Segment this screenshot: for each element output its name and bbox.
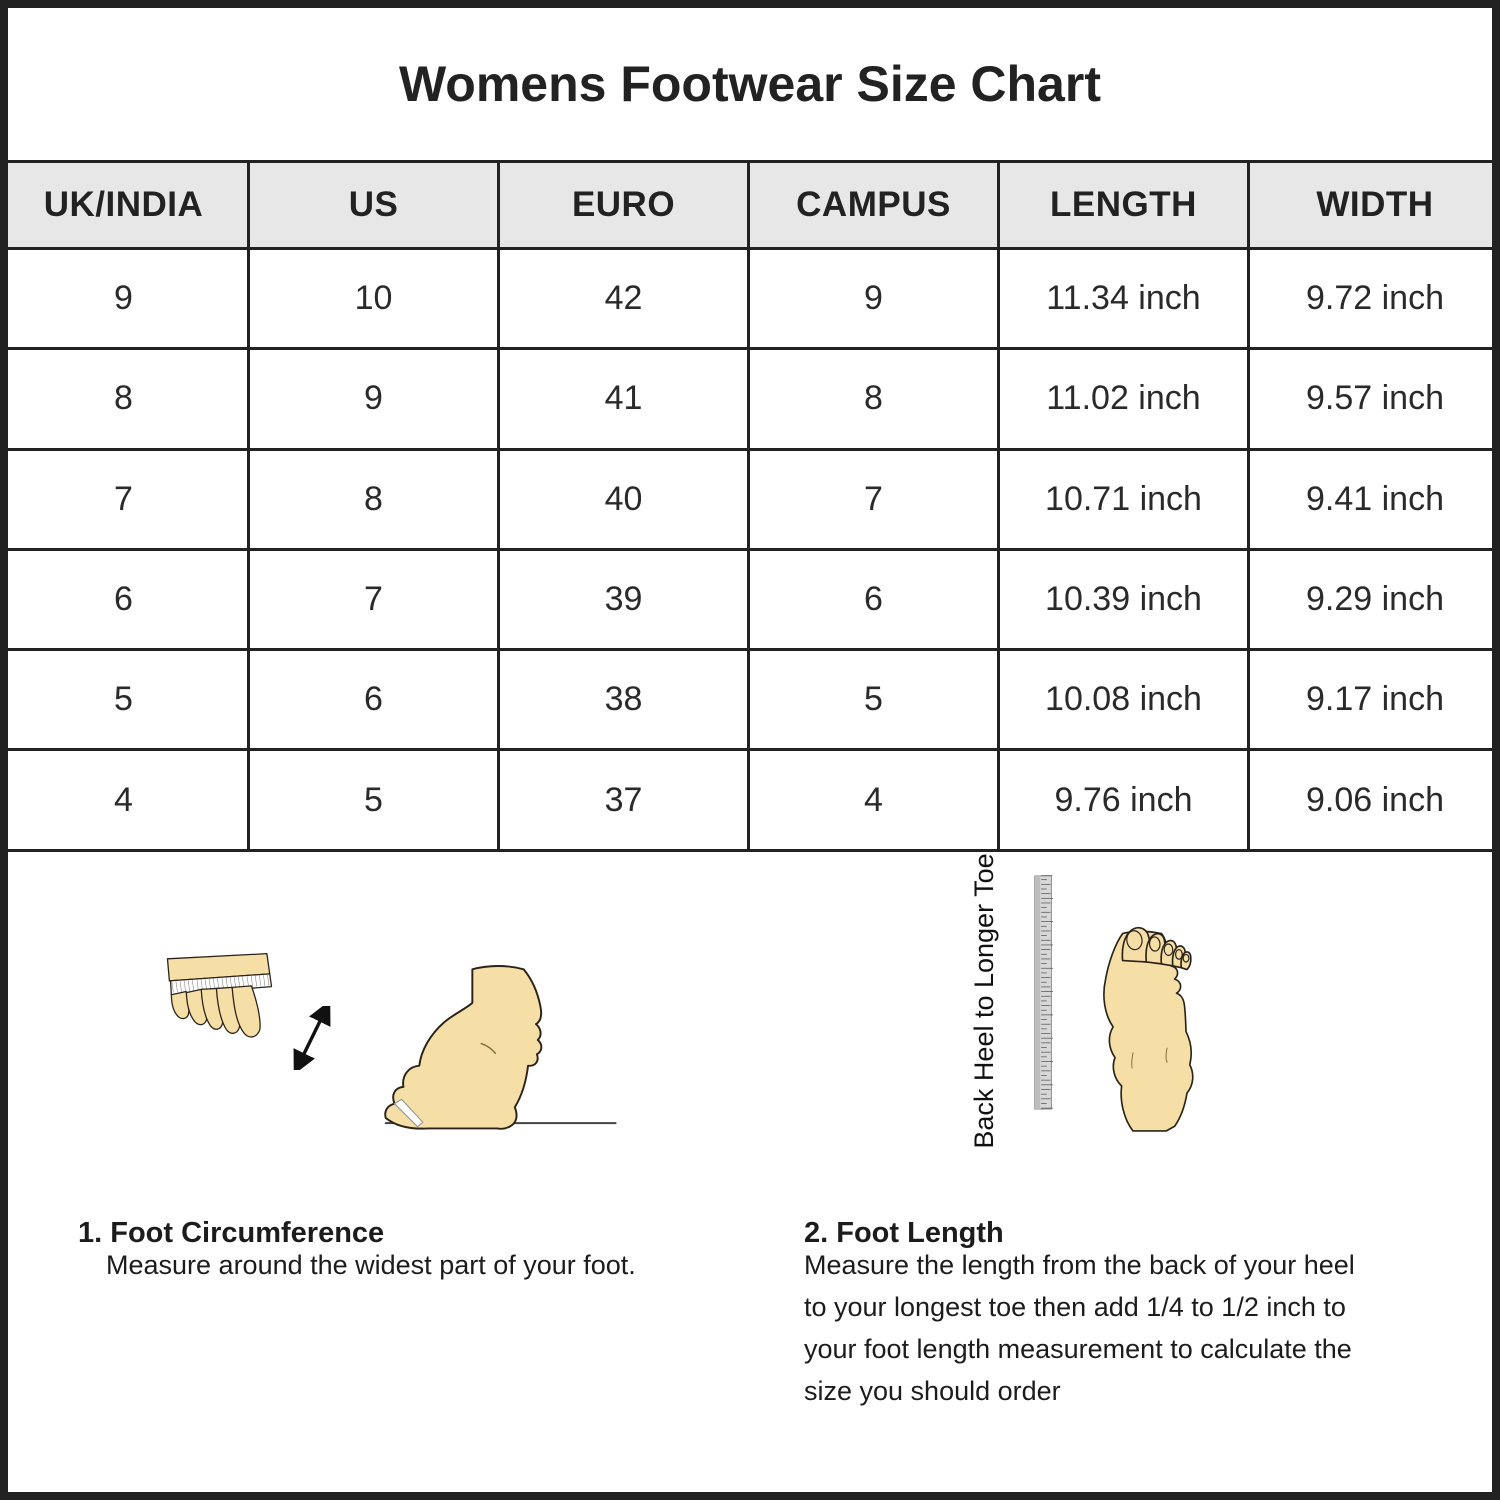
svg-text:Back Heel to Longer Toe: Back Heel to Longer Toe	[969, 853, 999, 1148]
